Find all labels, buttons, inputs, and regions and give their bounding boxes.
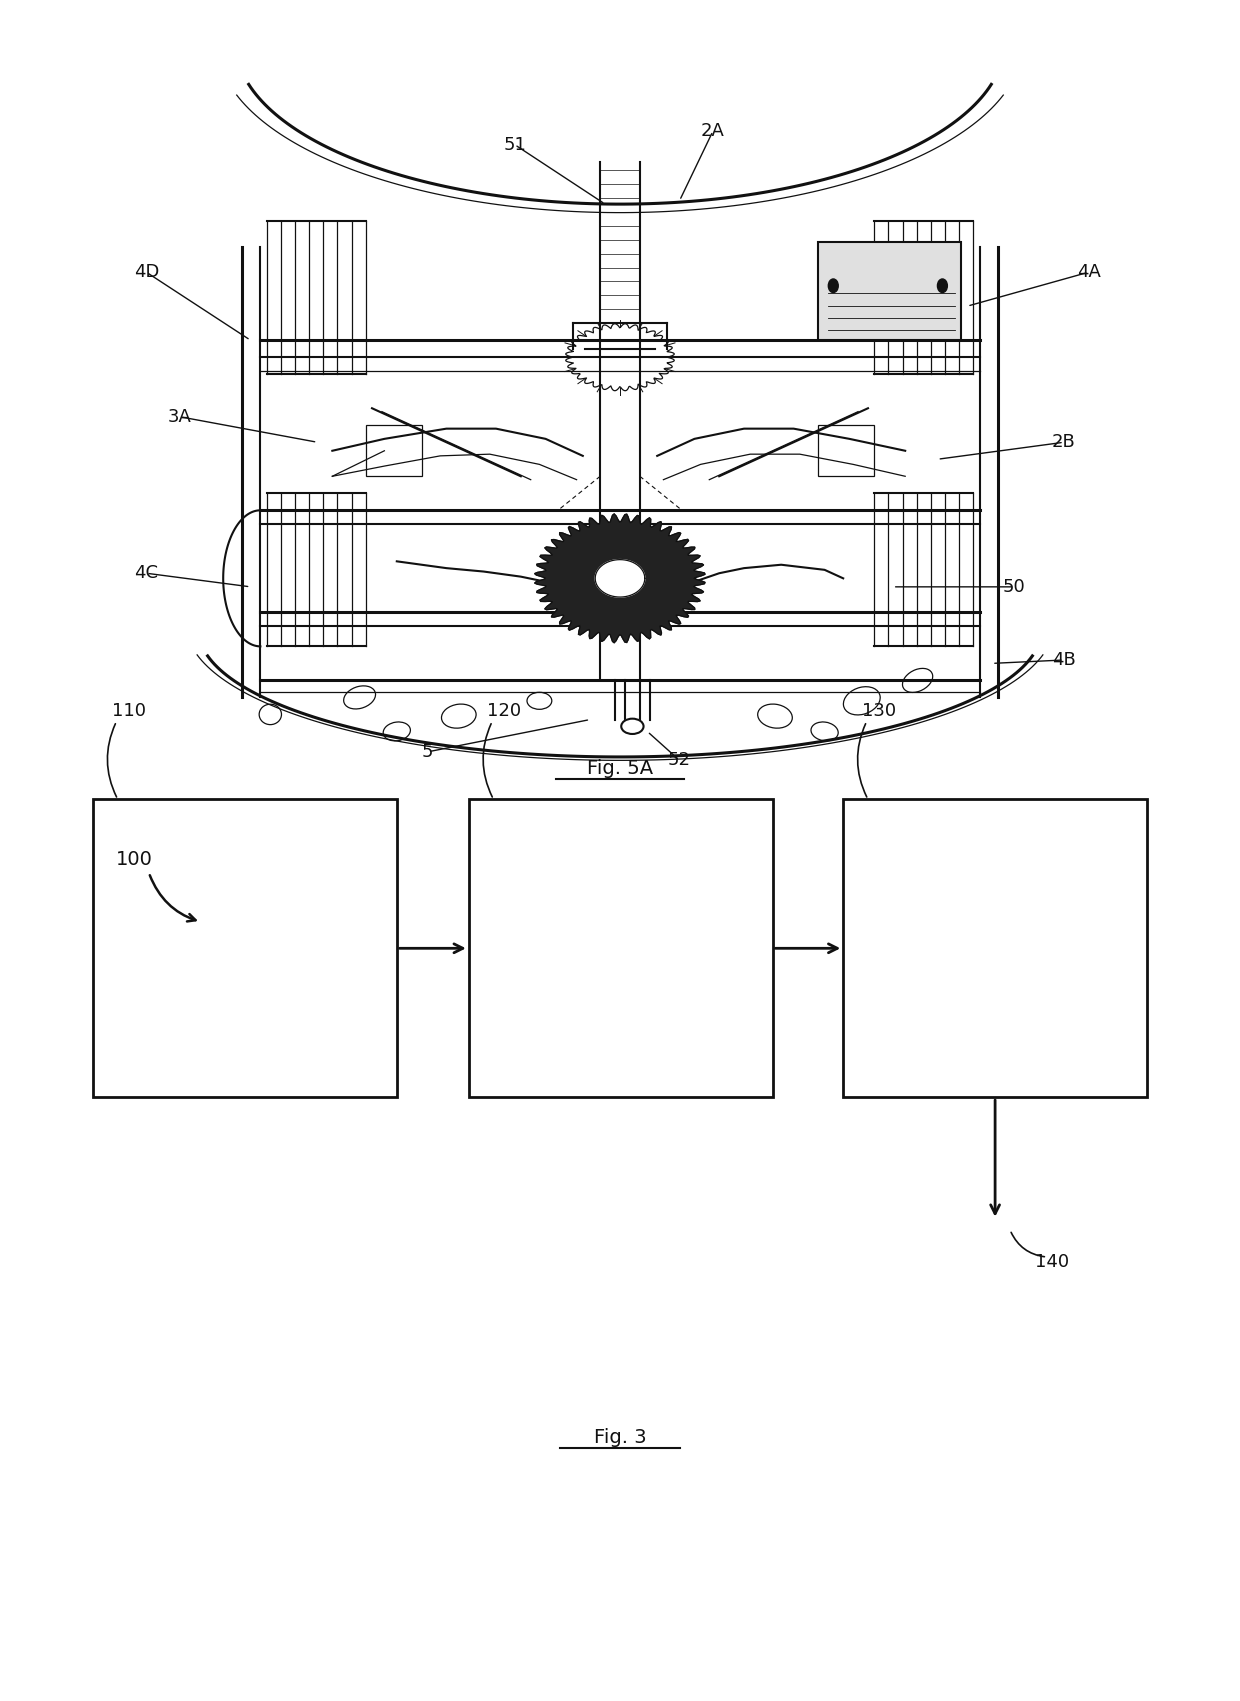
Text: 3A: 3A [167,408,192,425]
Text: 100: 100 [115,849,153,869]
Bar [469,799,773,1097]
Text: 50: 50 [1003,578,1025,595]
Polygon shape [595,560,645,597]
Text: 140: 140 [1034,1254,1069,1271]
Text: 2B: 2B [1052,434,1076,451]
Text: 51: 51 [503,136,526,153]
Bar [843,799,1147,1097]
Bar [93,799,397,1097]
Text: 52: 52 [668,752,691,769]
Polygon shape [534,514,706,643]
Circle shape [937,279,947,293]
Circle shape [828,279,838,293]
Text: 4B: 4B [1052,651,1076,668]
Text: 4C: 4C [134,565,159,582]
Text: 4D: 4D [134,264,159,281]
Text: Fig. 3: Fig. 3 [594,1427,646,1448]
Bar [818,425,874,476]
Bar [366,425,422,476]
Bar [818,242,961,340]
Text: 2A: 2A [701,122,725,139]
Text: 130: 130 [862,703,897,720]
Text: 120: 120 [487,703,522,720]
Text: 110: 110 [112,703,145,720]
Text: 4A: 4A [1076,264,1101,281]
Ellipse shape [621,720,644,735]
Text: 5: 5 [422,743,434,760]
Text: Fig. 5A: Fig. 5A [587,759,653,779]
